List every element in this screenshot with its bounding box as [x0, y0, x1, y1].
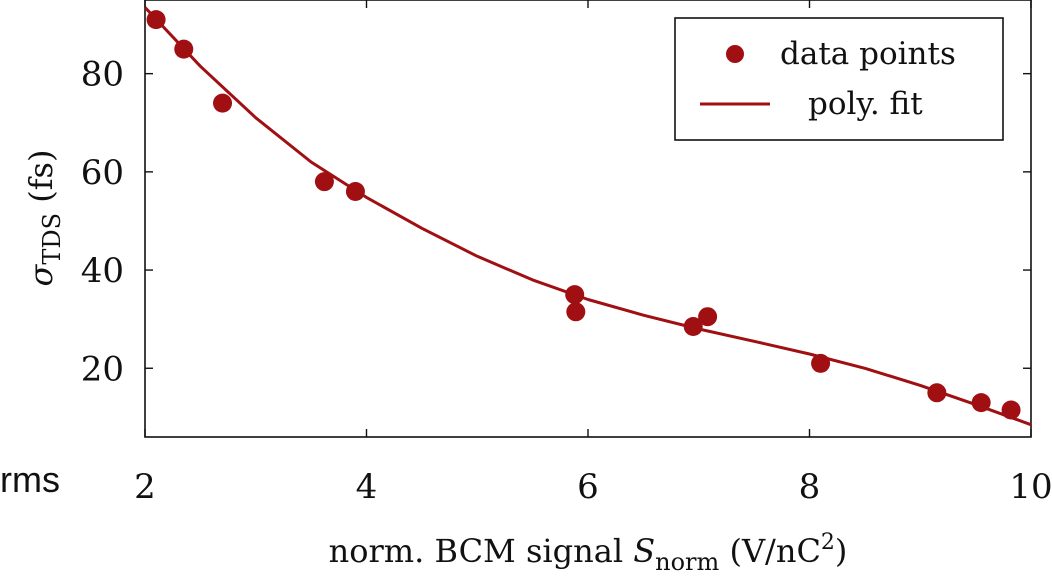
legend-box [674, 17, 1004, 141]
y-tick-label: 40 [81, 251, 124, 291]
legend-label-poly-fit: poly. fit [808, 86, 923, 122]
plot-area [143, 0, 1032, 438]
data-point [927, 383, 947, 403]
y-tick-label: 20 [81, 349, 124, 389]
data-point [565, 285, 585, 305]
x-tick-label: 4 [356, 467, 378, 507]
y-tick-labels: 20 40 60 80 [81, 55, 124, 390]
legend-marker-data-points [726, 45, 744, 63]
data-point [811, 353, 831, 373]
data-point [174, 39, 194, 59]
x-tick-labels: 2 4 6 8 10 [134, 467, 1052, 507]
legend: data points poly. fit [674, 17, 1004, 141]
x-tick-label: 10 [1009, 467, 1052, 507]
data-point [314, 172, 334, 192]
data-point [566, 302, 586, 322]
stray-rms-label: rms [0, 459, 60, 500]
data-point [683, 317, 703, 337]
fit-line [143, 6, 1032, 427]
axis-ticks [144, 0, 1032, 437]
y-tick-label: 80 [81, 55, 124, 95]
x-axis-label: norm. BCM signal Snorm (V/nC2) [329, 530, 848, 576]
y-axis-label: σTDS (fs) [22, 150, 66, 287]
y-tick-label: 60 [81, 153, 124, 193]
x-tick-label: 6 [577, 467, 599, 507]
data-point [698, 307, 718, 327]
points-layer [146, 10, 1021, 420]
data-point [213, 93, 233, 113]
x-tick-label: 2 [134, 467, 156, 507]
data-point [146, 10, 166, 30]
data-point [1001, 400, 1021, 420]
x-tick-label: 8 [799, 467, 821, 507]
fit-layer [143, 6, 1032, 427]
data-point [971, 393, 991, 413]
legend-label-data-points: data points [780, 36, 956, 72]
data-point [345, 181, 365, 201]
